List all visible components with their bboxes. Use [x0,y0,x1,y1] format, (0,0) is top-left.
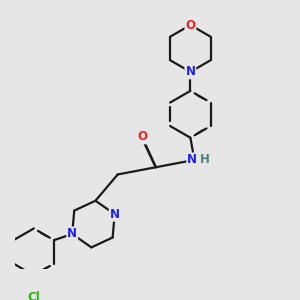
Text: N: N [185,65,195,78]
Text: H: H [200,153,210,167]
Text: Cl: Cl [27,291,40,300]
Text: O: O [185,19,195,32]
Text: O: O [137,130,147,143]
Text: N: N [187,153,197,167]
Text: N: N [110,208,120,221]
Text: N: N [67,227,77,241]
